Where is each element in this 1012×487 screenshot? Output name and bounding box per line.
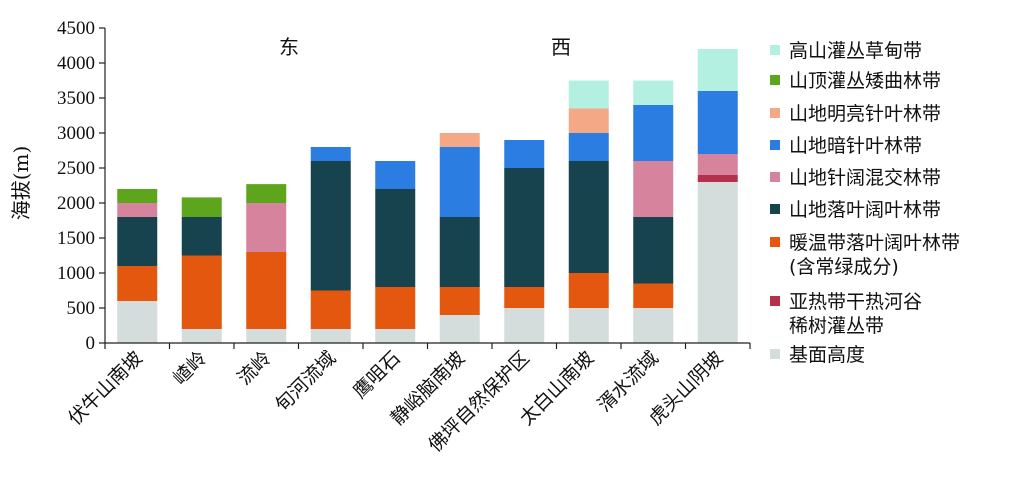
- legend-label-5: 山地针阔混交林带: [789, 167, 941, 189]
- legend-label-4: 山地暗针叶林带: [789, 135, 922, 157]
- y-tick-label-6: 3000: [57, 123, 95, 144]
- legend-swatch-5: [770, 172, 780, 182]
- bar-segment-7-1: [504, 308, 545, 343]
- y-tick-label-0: 0: [86, 333, 96, 354]
- legend-swatch-1: [770, 45, 780, 55]
- bar-segment-6-6: [439, 147, 480, 217]
- bar-segment-1-5: [117, 203, 158, 217]
- bar-segment-4-6: [310, 147, 351, 161]
- bar-segment-5-1: [375, 329, 416, 343]
- bar-segment-7-6: [504, 140, 545, 168]
- bar-segment-10-1: [697, 182, 738, 343]
- bar-segment-9-5: [633, 161, 674, 217]
- category-label-1: 伏牛山南坡: [64, 347, 147, 430]
- bar-segment-4-4: [310, 161, 351, 291]
- legend-label-2: 山顶灌丛矮曲林带: [789, 70, 941, 92]
- bar-segment-9-3: [633, 283, 674, 308]
- legend-label-1: 高山灌丛草甸带: [789, 40, 922, 62]
- legend-swatch-6: [770, 204, 780, 214]
- bar-segment-10-2: [697, 175, 738, 182]
- bar-segment-6-1: [439, 315, 480, 343]
- bar-segment-5-4: [375, 189, 416, 287]
- legend-swatch-3: [770, 108, 780, 118]
- legend-label-8-line-2: 稀树灌丛带: [789, 315, 884, 337]
- y-tick-label-8: 4000: [57, 53, 95, 74]
- y-tick-label-7: 3500: [57, 88, 95, 109]
- bar-segment-1-3: [117, 266, 158, 301]
- bar-segment-2-3: [181, 255, 222, 329]
- category-label-3: 流岭: [233, 347, 275, 389]
- bar-segment-3-5: [246, 203, 287, 252]
- bar-segment-1-1: [117, 301, 158, 343]
- bar-segment-7-4: [504, 168, 545, 287]
- bar-segment-7-3: [504, 287, 545, 308]
- legend-label-7-line-2: (含常绿成分): [789, 256, 899, 278]
- bar-segment-8-1: [568, 308, 609, 343]
- y-axis-label: 海拔(m): [9, 146, 33, 221]
- legend: 高山灌丛草甸带山顶灌丛矮曲林带山地明亮针叶林带山地暗针叶林带山地针阔混交林带山地…: [770, 40, 960, 366]
- legend-label-7-line-1: 暖温带落叶阔叶林带: [789, 232, 960, 254]
- bar-segment-4-1: [310, 329, 351, 343]
- bar-segment-8-7: [568, 108, 609, 133]
- bar-segment-9-9: [633, 80, 674, 105]
- legend-swatch-8: [770, 296, 780, 306]
- bar-segment-10-6: [697, 91, 738, 154]
- bar-segment-4-3: [310, 290, 351, 329]
- bar-segment-8-6: [568, 133, 609, 161]
- legend-label-3: 山地明亮针叶林带: [789, 103, 941, 125]
- bar-segment-10-5: [697, 154, 738, 175]
- y-tick-label-1: 500: [67, 298, 96, 319]
- bar-segment-3-3: [246, 252, 287, 329]
- bar-segment-1-4: [117, 217, 158, 266]
- y-tick-label-3: 1500: [57, 228, 95, 249]
- y-tick-label-2: 1000: [57, 263, 95, 284]
- bar-segment-9-4: [633, 217, 674, 284]
- bar-segment-2-1: [181, 329, 222, 343]
- legend-swatch-7: [770, 237, 780, 247]
- bar-segment-9-1: [633, 308, 674, 343]
- bar-segment-5-6: [375, 161, 416, 189]
- y-axis: 0 500 1000 1500 2000 2500 3000 3500 4000 4500: [57, 18, 106, 354]
- bar-segment-2-8: [181, 197, 222, 217]
- bar-segment-10-9: [697, 49, 738, 91]
- plot-area: [117, 49, 738, 343]
- category-label-5: 鹰咀石: [349, 347, 405, 403]
- legend-label-9: 基面高度: [789, 344, 865, 366]
- region-label-east: 东: [279, 35, 299, 59]
- bar-segment-3-8: [246, 184, 287, 203]
- category-label-4: 旬河流域: [271, 347, 340, 416]
- bar-segment-3-1: [246, 329, 287, 343]
- bar-segment-6-7: [439, 133, 480, 147]
- bar-segment-1-8: [117, 189, 158, 203]
- bar-segment-8-3: [568, 273, 609, 308]
- bar-segment-6-4: [439, 217, 480, 287]
- legend-swatch-9: [770, 349, 780, 359]
- bar-segment-9-6: [633, 105, 674, 161]
- y-tick-label-5: 2500: [57, 158, 95, 179]
- bar-segment-6-3: [439, 287, 480, 315]
- legend-label-8-line-1: 亚热带干热河谷: [789, 291, 922, 313]
- y-tick-label-4: 2000: [57, 193, 95, 214]
- region-label-west: 西: [551, 35, 571, 59]
- legend-swatch-4: [770, 140, 780, 150]
- bar-segment-5-3: [375, 287, 416, 329]
- bar-segment-2-4: [181, 217, 222, 256]
- bar-segment-8-9: [568, 80, 609, 109]
- bar-segment-8-4: [568, 161, 609, 273]
- category-label-2: 嵖岭: [169, 347, 211, 389]
- y-tick-label-9: 4500: [57, 18, 95, 39]
- legend-swatch-2: [770, 75, 780, 85]
- legend-label-6: 山地落叶阔叶林带: [789, 199, 941, 221]
